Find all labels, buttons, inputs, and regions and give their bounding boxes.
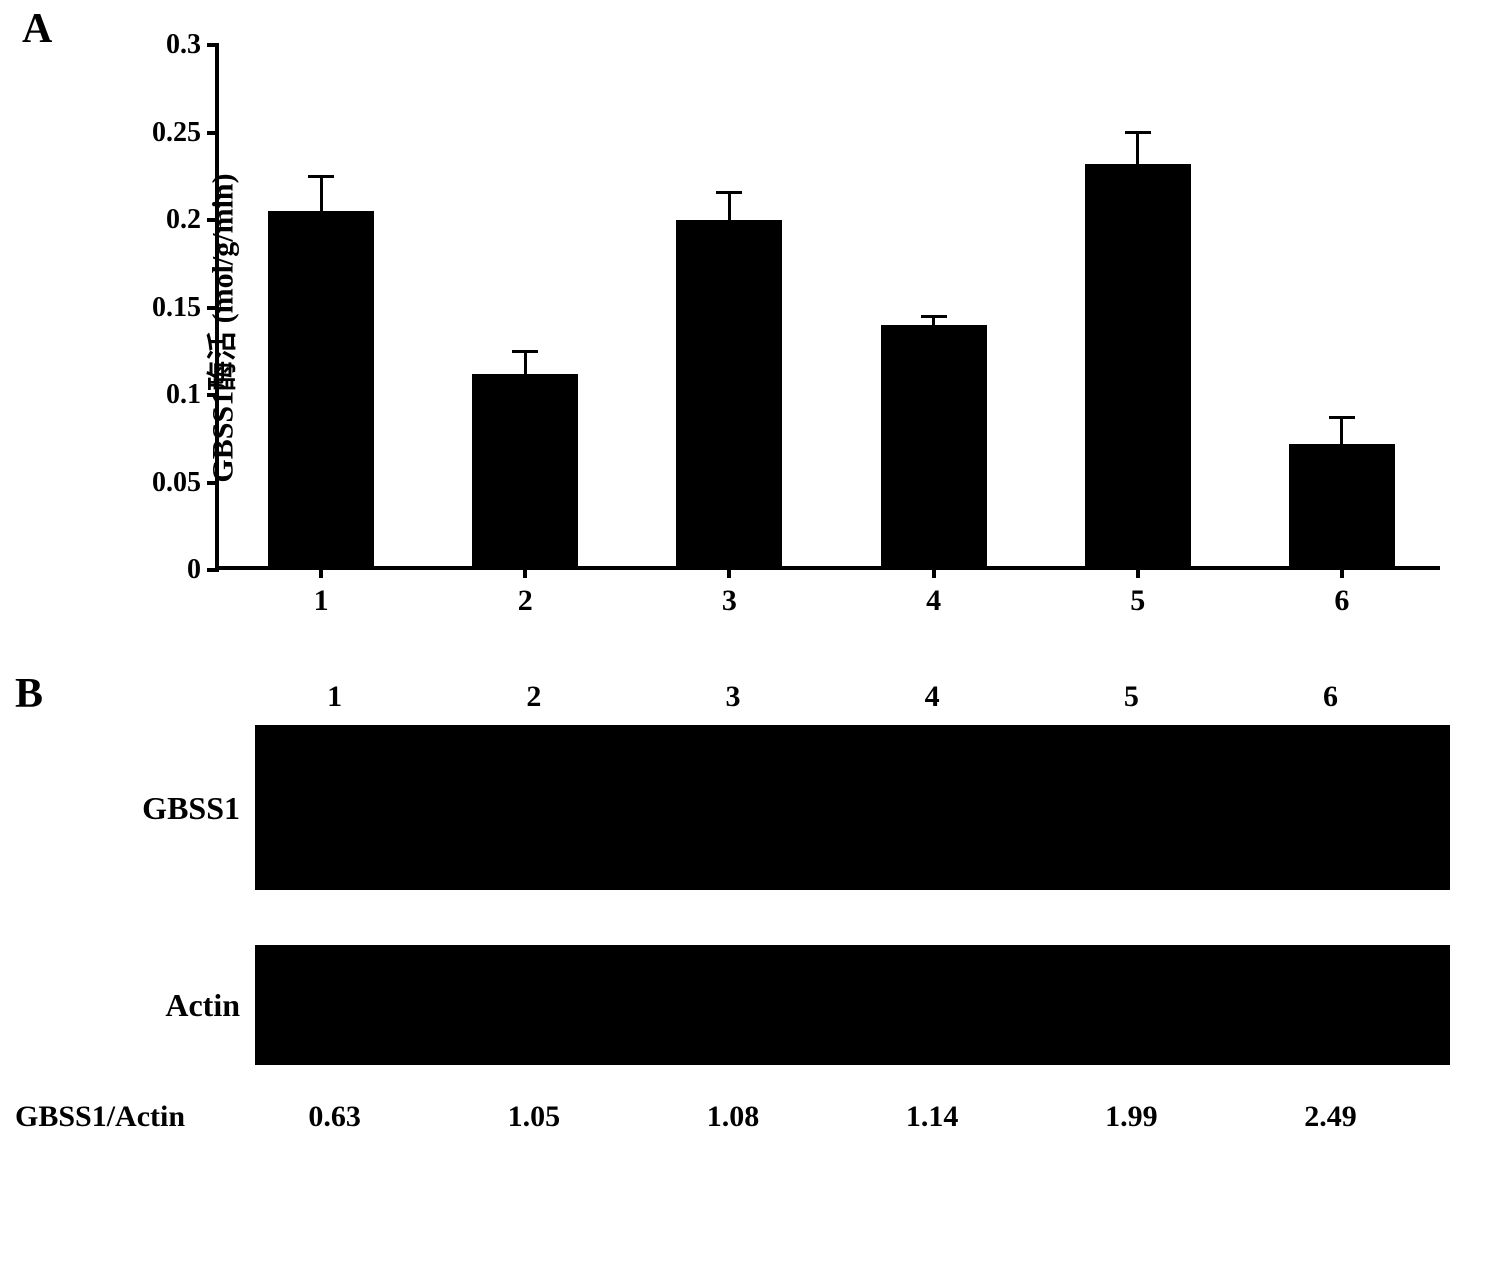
error-cap <box>308 175 334 178</box>
x-tick <box>1340 566 1344 578</box>
ratio-label: GBSS1/Actin <box>15 1100 185 1134</box>
ratio-value: 0.63 <box>308 1100 361 1134</box>
x-tick-label: 4 <box>926 584 941 618</box>
x-tick <box>932 566 936 578</box>
y-tick <box>207 218 219 222</box>
ratio-value: 1.05 <box>508 1100 561 1134</box>
lane-label: 2 <box>526 680 541 714</box>
lane-label: 4 <box>925 680 940 714</box>
lane-label: 5 <box>1124 680 1139 714</box>
x-tick <box>523 566 527 578</box>
error-bar <box>320 176 323 215</box>
y-tick <box>207 568 219 572</box>
x-tick <box>727 566 731 578</box>
error-bar <box>932 316 935 328</box>
bar <box>472 374 578 567</box>
y-tick <box>207 306 219 310</box>
error-bar <box>1136 133 1139 168</box>
plot-area: 00.050.10.150.20.250.3123456 <box>215 45 1440 570</box>
lane-label: 1 <box>327 680 342 714</box>
ratio-value: 1.14 <box>906 1100 959 1134</box>
x-tick-label: 6 <box>1334 584 1349 618</box>
y-tick-label: 0.3 <box>166 29 201 61</box>
bar-chart: GBSS1酶活 (mol/g/min) 00.050.10.150.20.250… <box>110 30 1460 625</box>
error-bar <box>524 351 527 377</box>
y-tick-label: 0.2 <box>166 204 201 236</box>
gbss1-blot-label: GBSS1 <box>70 790 240 827</box>
y-tick-label: 0.25 <box>152 117 201 149</box>
y-tick-label: 0.15 <box>152 292 201 324</box>
x-tick-label: 1 <box>314 584 329 618</box>
y-tick-label: 0.05 <box>152 467 201 499</box>
bar <box>1289 444 1395 567</box>
x-tick <box>1136 566 1140 578</box>
bar <box>268 211 374 566</box>
error-bar <box>728 192 731 224</box>
panel-b-label: B <box>15 670 43 718</box>
actin-blot-label: Actin <box>70 987 240 1024</box>
panel-a-label: A <box>22 5 52 53</box>
bar <box>1085 164 1191 567</box>
x-tick-label: 5 <box>1130 584 1145 618</box>
y-tick <box>207 43 219 47</box>
error-cap <box>1125 131 1151 134</box>
ratio-value: 2.49 <box>1304 1100 1357 1134</box>
error-cap <box>512 350 538 353</box>
y-tick <box>207 393 219 397</box>
gbss1-blot <box>255 725 1450 890</box>
ratio-value: 1.08 <box>707 1100 760 1134</box>
y-tick <box>207 481 219 485</box>
x-tick <box>319 566 323 578</box>
actin-blot <box>255 945 1450 1065</box>
error-cap <box>716 191 742 194</box>
bar <box>676 220 782 567</box>
y-tick-label: 0.1 <box>166 379 201 411</box>
x-tick-label: 2 <box>518 584 533 618</box>
error-bar <box>1340 418 1343 448</box>
error-cap <box>1329 416 1355 419</box>
lane-label: 6 <box>1323 680 1338 714</box>
ratio-value: 1.99 <box>1105 1100 1158 1134</box>
bar <box>881 325 987 567</box>
x-tick-label: 3 <box>722 584 737 618</box>
y-tick <box>207 131 219 135</box>
lane-labels-row: 1 2 3 4 5 6 <box>255 680 1455 720</box>
error-cap <box>921 315 947 318</box>
lane-label: 3 <box>726 680 741 714</box>
y-tick-label: 0 <box>187 554 201 586</box>
